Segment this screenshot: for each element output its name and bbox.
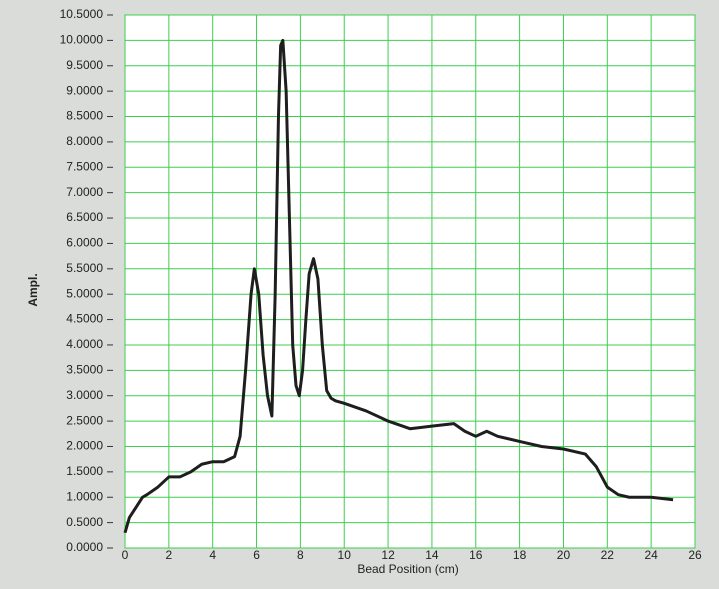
- y-axis-label: Ampl.: [26, 273, 40, 306]
- x-tick-label: 10: [338, 548, 352, 562]
- y-tick-label: 4.0000: [66, 337, 103, 351]
- x-tick-label: 6: [253, 548, 260, 562]
- y-tick-label: 5.5000: [66, 261, 103, 275]
- x-tick-label: 16: [469, 548, 483, 562]
- x-axis-label: Bead Position (cm): [357, 562, 458, 576]
- y-tick-label: 7.0000: [66, 185, 103, 199]
- x-tick-label: 20: [557, 548, 571, 562]
- x-tick-label: 18: [513, 548, 527, 562]
- y-tick-label: 3.0000: [66, 388, 103, 402]
- y-tick-label: 9.5000: [66, 58, 103, 72]
- x-tick-label: 22: [601, 548, 615, 562]
- y-tick-label: 0.5000: [66, 515, 103, 529]
- y-tick-label: 10.0000: [60, 33, 104, 47]
- x-tick-label: 26: [688, 548, 702, 562]
- x-tick-label: 8: [297, 548, 304, 562]
- y-tick-label: 8.5000: [66, 109, 103, 123]
- y-tick-label: 4.5000: [66, 312, 103, 326]
- plot-area: [124, 14, 696, 549]
- y-tick-label: 2.5000: [66, 413, 103, 427]
- y-tick-label: 6.0000: [66, 236, 103, 250]
- x-tick-label: 14: [425, 548, 439, 562]
- y-tick-label: 10.5000: [60, 7, 104, 21]
- x-tick-label: 0: [122, 548, 129, 562]
- y-tick-label: 3.5000: [66, 363, 103, 377]
- y-tick-label: 9.0000: [66, 83, 103, 97]
- y-tick-label: 6.5000: [66, 210, 103, 224]
- x-tick-label: 4: [209, 548, 216, 562]
- y-tick-label: 5.0000: [66, 286, 103, 300]
- y-tick-label: 1.5000: [66, 464, 103, 478]
- y-tick-label: 8.0000: [66, 134, 103, 148]
- data-line: [123, 38, 674, 534]
- y-tick-label: 1.0000: [66, 489, 103, 503]
- x-tick-label: 12: [381, 548, 395, 562]
- y-tick-label: 0.0000: [66, 540, 103, 554]
- x-tick-label: 24: [644, 548, 658, 562]
- x-tick-label: 2: [166, 548, 173, 562]
- y-tick-label: 7.5000: [66, 159, 103, 173]
- y-tick-label: 2.0000: [66, 439, 103, 453]
